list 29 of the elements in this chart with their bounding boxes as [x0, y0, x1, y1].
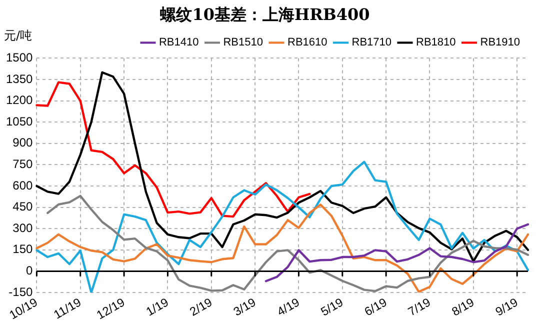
y-tick-label: 750 — [12, 157, 34, 172]
legend-label: RB1710 — [352, 36, 392, 49]
x-tick-label: 4/19 — [274, 294, 302, 319]
legend-label: RB1410 — [158, 36, 199, 49]
x-tick-label: 1/19 — [144, 294, 172, 319]
legend-label: RB1610 — [287, 36, 328, 49]
legend-label: RB1810 — [416, 36, 456, 49]
x-tick-label: 6/19 — [362, 294, 390, 319]
x-tick-label: 9/19 — [493, 294, 521, 319]
x-tick-label: 3/19 — [230, 294, 258, 319]
y-tick-label: 1200 — [6, 93, 34, 108]
y-tick-label: 1050 — [6, 114, 34, 128]
x-tick-label: 2/19 — [187, 294, 215, 319]
y-tick-label: 0 — [26, 264, 34, 278]
y-tick-label: 450 — [12, 200, 34, 214]
y-tick-label: 300 — [12, 220, 34, 235]
y-tick-label: -150 — [8, 284, 34, 299]
legend-label: RB1910 — [480, 36, 520, 49]
x-tick-label: 5/19 — [318, 294, 346, 319]
y-tick-label: 1500 — [6, 50, 34, 65]
x-tick-label: 7/19 — [406, 294, 434, 319]
x-tick-label: 8/19 — [449, 294, 477, 319]
y-axis-title: 元/吨 — [4, 28, 32, 42]
y-tick-label: 600 — [12, 178, 34, 192]
legend-label: RB1510 — [223, 36, 264, 49]
y-tick-label: 1350 — [6, 72, 34, 86]
chart-title: 螺纹10基差：上海HRB400 — [159, 4, 370, 24]
y-tick-label: 150 — [12, 242, 34, 256]
y-tick-label: 900 — [12, 136, 34, 150]
